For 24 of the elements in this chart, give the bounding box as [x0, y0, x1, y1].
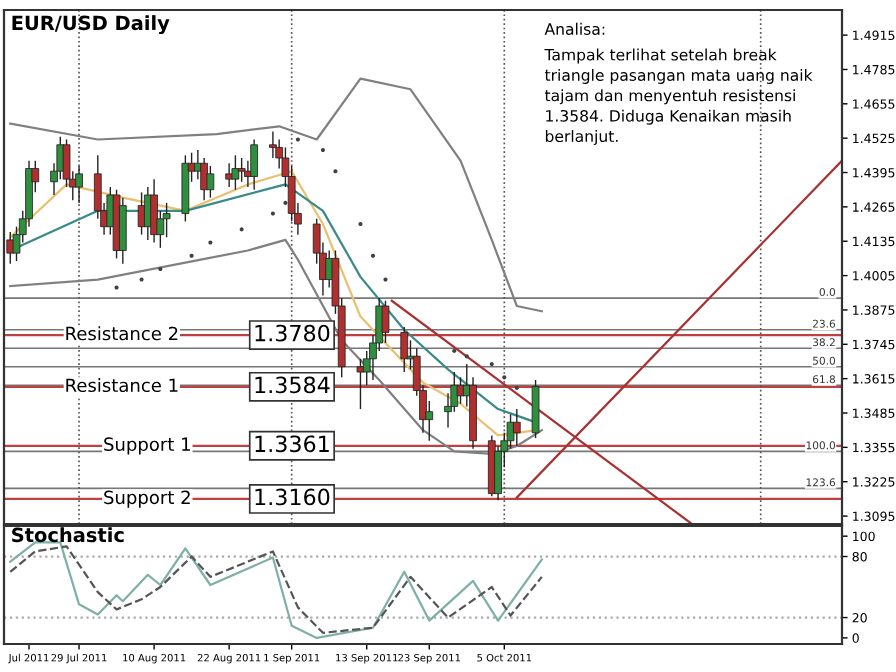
ref-line-label: 1.3584: [255, 376, 330, 394]
candlestick: [118, 196, 127, 265]
ref-line-label: 1.3160: [255, 488, 330, 506]
chart-title: Stochastic: [12, 527, 124, 543]
candlestick: [206, 165, 215, 199]
candlestick: [225, 162, 233, 188]
candlestick: [400, 326, 409, 373]
annotation: Support 1: [104, 437, 190, 455]
ref-line-label: 1.3780: [255, 324, 330, 342]
ref-line-label: 1.3361: [255, 435, 329, 453]
candlestick: [137, 191, 146, 236]
annotation: Support 2: [104, 490, 190, 508]
candlestick: [381, 299, 390, 344]
annotation: Resistance 2: [66, 326, 178, 341]
candlestick: [512, 408, 521, 447]
candlestick: [237, 157, 246, 183]
candlestick: [231, 154, 240, 191]
candlestick: [356, 358, 365, 410]
chart-title: EUR/USD Daily: [12, 15, 170, 35]
candlestick: [75, 165, 83, 204]
candlestick: [250, 138, 259, 191]
annotation: Resistance 1: [66, 378, 178, 393]
candlestick: [531, 379, 540, 439]
candlestick: [150, 178, 158, 244]
